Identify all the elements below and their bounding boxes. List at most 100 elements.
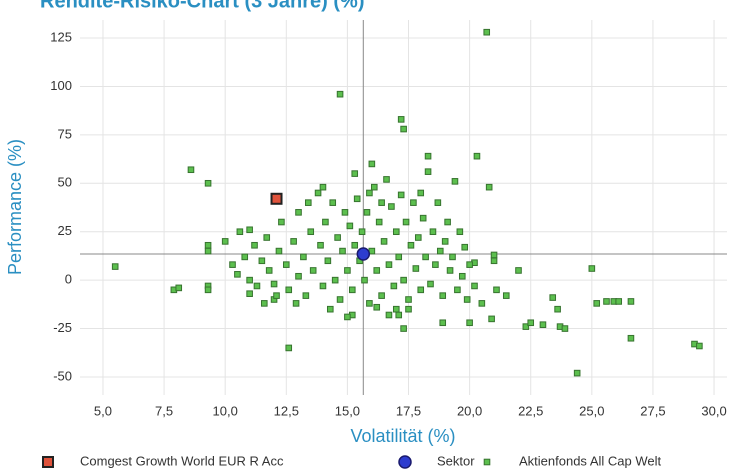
peer-point bbox=[344, 267, 351, 274]
peer-point bbox=[329, 199, 337, 206]
peer-point bbox=[341, 209, 349, 216]
peer-point bbox=[363, 209, 371, 216]
x-tick-label: 15,0 bbox=[335, 403, 360, 418]
peer-point bbox=[273, 292, 280, 299]
peer-point bbox=[615, 298, 623, 305]
peer-point bbox=[295, 272, 302, 280]
peer-point bbox=[234, 271, 241, 278]
peer-point bbox=[466, 261, 473, 268]
x-axis-title: Volatilität (%) bbox=[350, 426, 455, 446]
chart-title: Rendite-Risiko-Chart (3 Jahre) (%) bbox=[40, 0, 365, 12]
peer-point bbox=[392, 228, 400, 236]
peer-point bbox=[488, 315, 495, 323]
peer-point bbox=[339, 247, 346, 255]
peer-point bbox=[285, 344, 293, 352]
peer-point bbox=[419, 214, 427, 222]
peer-point bbox=[351, 170, 359, 177]
peer-point bbox=[395, 311, 403, 319]
peer-point bbox=[385, 311, 393, 319]
peer-point bbox=[383, 176, 390, 183]
peer-point bbox=[204, 286, 212, 294]
fund-point bbox=[270, 192, 283, 205]
peer-point bbox=[331, 276, 339, 284]
peer-point bbox=[358, 228, 366, 236]
y-tick-label: 125 bbox=[50, 29, 72, 44]
x-tick-label: 27,5 bbox=[640, 403, 665, 418]
peer-point bbox=[397, 116, 405, 123]
peer-point bbox=[395, 253, 403, 261]
peer-point bbox=[405, 305, 412, 313]
x-tick-label: 7,5 bbox=[155, 403, 173, 418]
y-tick-label: -25 bbox=[53, 320, 72, 335]
peer-point bbox=[348, 286, 356, 294]
peer-point bbox=[385, 261, 393, 268]
peer-point bbox=[258, 257, 266, 265]
peer-point bbox=[260, 300, 268, 307]
peer-point bbox=[432, 261, 439, 268]
peer-point bbox=[322, 218, 329, 226]
fund-point bbox=[42, 456, 54, 468]
x-tick-label: 30,0 bbox=[701, 403, 726, 418]
peer-point bbox=[627, 334, 635, 342]
peer-point bbox=[111, 263, 119, 270]
legend-label: Aktienfonds All Cap Welt bbox=[519, 453, 661, 468]
peer-point bbox=[554, 305, 561, 313]
peer-point bbox=[300, 253, 307, 261]
peer-point bbox=[292, 300, 300, 307]
peer-point bbox=[483, 458, 491, 466]
peer-point bbox=[405, 296, 412, 303]
peer-point bbox=[414, 234, 422, 241]
peer-point bbox=[285, 286, 293, 294]
y-tick-label: 75 bbox=[58, 126, 72, 141]
peer-point bbox=[439, 292, 447, 299]
peer-point bbox=[290, 238, 297, 245]
peer-point bbox=[304, 199, 312, 206]
peer-point bbox=[378, 292, 385, 299]
x-tick-label: 20,0 bbox=[457, 403, 482, 418]
peer-point bbox=[263, 234, 271, 241]
peer-point bbox=[221, 238, 229, 245]
peer-point bbox=[334, 234, 341, 241]
peer-point bbox=[407, 241, 415, 249]
peer-point bbox=[397, 191, 405, 199]
peer-point bbox=[412, 265, 420, 272]
peer-point bbox=[187, 166, 195, 174]
peer-point bbox=[241, 253, 249, 261]
peer-point bbox=[317, 241, 324, 249]
peer-point bbox=[400, 276, 407, 284]
peer-point bbox=[246, 226, 253, 234]
peer-point bbox=[366, 300, 373, 307]
peer-point bbox=[463, 296, 471, 303]
peer-point bbox=[539, 321, 547, 328]
peer-point bbox=[375, 218, 383, 226]
sector-point bbox=[398, 455, 412, 469]
peer-point bbox=[390, 282, 398, 290]
peer-point bbox=[478, 300, 486, 307]
peer-point bbox=[417, 286, 425, 294]
peer-point bbox=[324, 257, 332, 265]
sector-point bbox=[356, 247, 371, 261]
peer-point bbox=[427, 280, 434, 288]
peer-point bbox=[246, 290, 253, 297]
peer-point bbox=[422, 253, 429, 261]
peer-point bbox=[302, 292, 310, 299]
x-tick-label: 5,0 bbox=[94, 403, 112, 418]
peer-point bbox=[400, 325, 407, 332]
peer-point bbox=[388, 203, 395, 210]
peer-point bbox=[493, 286, 500, 294]
peer-point bbox=[282, 261, 290, 268]
peer-point bbox=[366, 189, 373, 197]
peer-point bbox=[368, 160, 376, 168]
peer-point bbox=[370, 183, 378, 191]
peer-point bbox=[336, 90, 344, 98]
peer-point bbox=[309, 267, 317, 274]
y-tick-label: 100 bbox=[50, 78, 72, 93]
x-tick-label: 10,0 bbox=[213, 403, 238, 418]
peer-point bbox=[400, 125, 407, 133]
x-tick-label: 22,5 bbox=[518, 403, 543, 418]
peer-point bbox=[515, 267, 522, 274]
peer-point bbox=[429, 228, 437, 236]
peer-point bbox=[456, 228, 464, 236]
y-tick-label: -50 bbox=[53, 368, 72, 383]
